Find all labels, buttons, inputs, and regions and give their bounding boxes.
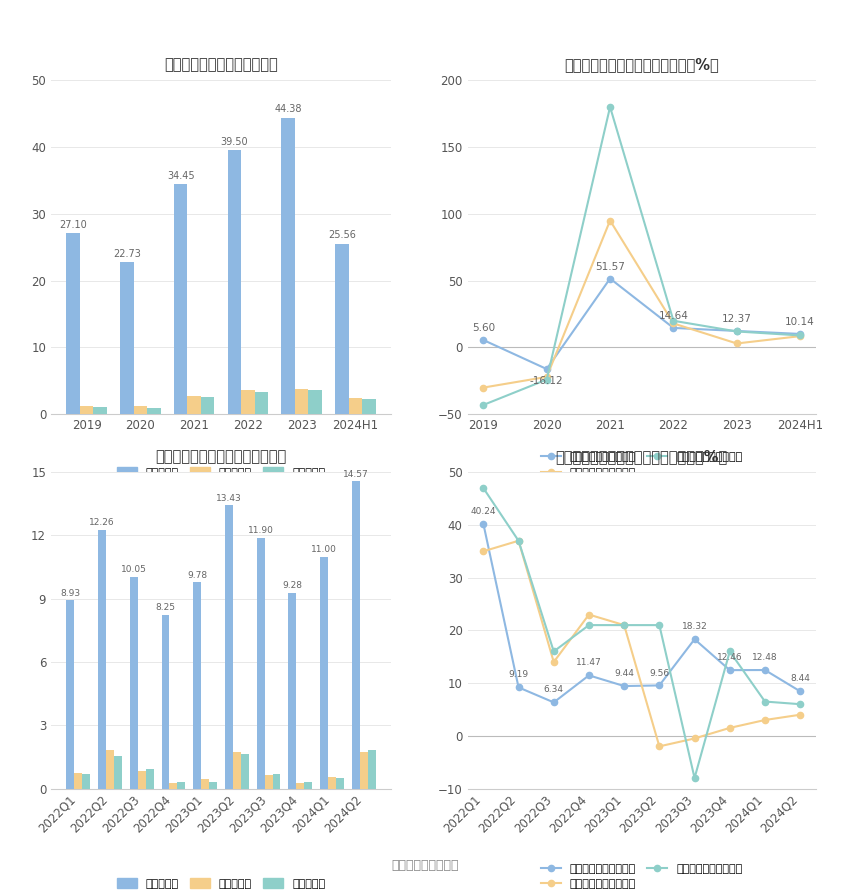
Text: 12.46: 12.46 <box>717 653 743 662</box>
Text: 9.56: 9.56 <box>649 668 670 677</box>
Bar <box>295 388 309 414</box>
Bar <box>66 601 75 789</box>
Bar <box>162 615 169 789</box>
Bar <box>178 782 185 789</box>
Bar <box>233 752 241 789</box>
Title: 历年营收、净利情况（亿元）: 历年营收、净利情况（亿元） <box>164 57 278 72</box>
Bar <box>209 781 217 789</box>
Bar <box>367 749 376 789</box>
Text: 27.10: 27.10 <box>60 220 87 230</box>
Bar <box>66 233 80 414</box>
Legend: 营业总收入, 归母净利润, 扛非净利润: 营业总收入, 归母净利润, 扛非净利润 <box>112 874 330 891</box>
Bar <box>187 396 201 414</box>
Text: 5.60: 5.60 <box>472 323 495 333</box>
Text: 12.26: 12.26 <box>89 519 115 527</box>
Text: 11.47: 11.47 <box>576 658 602 667</box>
Bar <box>80 406 94 414</box>
Bar <box>75 772 82 789</box>
Text: 10.05: 10.05 <box>121 565 147 574</box>
Bar <box>320 557 328 789</box>
Text: 6.34: 6.34 <box>544 685 564 694</box>
Text: 8.25: 8.25 <box>156 603 175 612</box>
Bar <box>98 530 106 789</box>
Text: 9.28: 9.28 <box>282 581 303 591</box>
Text: 14.57: 14.57 <box>343 470 369 478</box>
Bar <box>304 781 312 789</box>
Bar <box>328 777 336 789</box>
Bar <box>360 752 367 789</box>
Text: 14.64: 14.64 <box>659 311 688 322</box>
Bar <box>201 779 209 789</box>
Bar <box>138 771 145 789</box>
Bar <box>201 396 214 414</box>
Bar <box>352 481 360 789</box>
Text: 18.32: 18.32 <box>682 622 707 632</box>
Bar <box>130 576 138 789</box>
Bar <box>348 398 362 414</box>
Text: 25.56: 25.56 <box>328 230 356 241</box>
Text: 8.93: 8.93 <box>60 589 81 598</box>
Text: 34.45: 34.45 <box>167 171 195 181</box>
Bar <box>257 537 264 789</box>
Text: 9.19: 9.19 <box>508 670 529 680</box>
Bar <box>264 775 273 789</box>
Text: 9.78: 9.78 <box>187 571 207 580</box>
Text: -16.12: -16.12 <box>530 376 564 386</box>
Bar <box>82 773 90 789</box>
Bar <box>193 583 201 789</box>
Text: 22.73: 22.73 <box>113 249 141 259</box>
Title: 营收、净利同比增长率季度变动情况（%）: 营收、净利同比增长率季度变动情况（%） <box>556 449 728 464</box>
Bar <box>94 407 107 414</box>
Text: 11.90: 11.90 <box>247 526 274 535</box>
Text: 51.57: 51.57 <box>595 262 625 272</box>
Bar <box>336 778 344 789</box>
Legend: 营业总收入同比增长率, 归母净利润同比增长率, 扛非净利润同比增长率: 营业总收入同比增长率, 归母净利润同比增长率, 扛非净利润同比增长率 <box>536 859 747 891</box>
Text: 12.48: 12.48 <box>752 653 778 662</box>
Bar <box>281 118 295 414</box>
Text: 13.43: 13.43 <box>216 494 241 503</box>
Text: 12.37: 12.37 <box>722 315 751 324</box>
Bar <box>145 769 154 789</box>
Bar <box>297 782 304 789</box>
Bar <box>174 184 187 414</box>
Text: 39.50: 39.50 <box>221 137 248 147</box>
Bar <box>335 243 348 414</box>
Legend: 营业总收入, 归母净利润, 扛非净利润: 营业总收入, 归母净利润, 扛非净利润 <box>112 462 330 482</box>
Bar <box>362 399 376 414</box>
Text: 11.00: 11.00 <box>311 545 337 554</box>
Text: 44.38: 44.38 <box>275 104 302 114</box>
Title: 营收、净利季度变动情况（亿元）: 营收、净利季度变动情况（亿元） <box>156 449 286 464</box>
Bar <box>225 505 233 789</box>
Bar <box>169 783 178 789</box>
Bar <box>255 392 268 414</box>
Text: 8.44: 8.44 <box>790 674 810 683</box>
Text: 9.44: 9.44 <box>615 669 634 678</box>
Bar <box>114 756 122 789</box>
Bar <box>288 593 297 789</box>
Bar <box>273 773 281 789</box>
Bar <box>241 754 249 789</box>
Bar <box>106 749 114 789</box>
Bar <box>309 389 322 414</box>
Title: 历年营收、净利同比增长率情况（%）: 历年营收、净利同比增长率情况（%） <box>564 57 719 72</box>
Bar <box>133 405 147 414</box>
Bar <box>241 390 255 414</box>
Legend: 营业总收入同比增长率, 归母净利润同比增长率, 扛非净利润同比增长率: 营业总收入同比增长率, 归母净利润同比增长率, 扛非净利润同比增长率 <box>536 448 747 482</box>
Text: 10.14: 10.14 <box>785 317 815 327</box>
Text: 数据来源：恒生聚源: 数据来源：恒生聚源 <box>391 859 459 871</box>
Bar <box>228 151 241 414</box>
Bar <box>147 408 161 414</box>
Bar <box>120 263 133 414</box>
Text: 40.24: 40.24 <box>471 507 496 516</box>
